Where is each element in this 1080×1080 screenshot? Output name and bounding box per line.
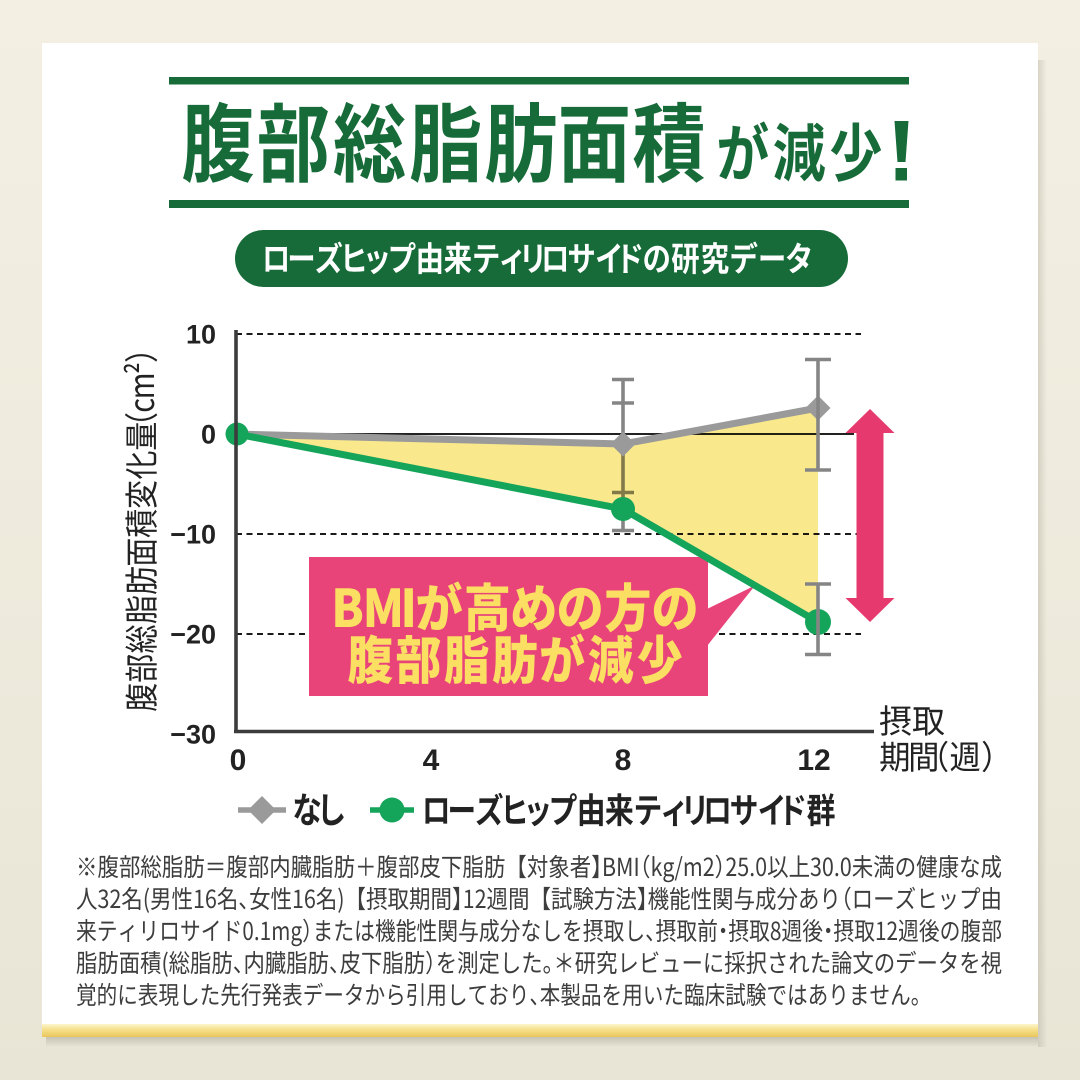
svg-text:0: 0	[201, 420, 216, 450]
svg-text:0: 0	[230, 744, 247, 777]
svg-text:10: 10	[186, 320, 216, 350]
svg-text:−20: −20	[170, 620, 216, 650]
svg-text:12: 12	[797, 744, 830, 777]
svg-text:−10: −10	[170, 520, 216, 550]
svg-text:8: 8	[615, 744, 632, 777]
svg-text:4: 4	[423, 744, 440, 777]
svg-text:−30: −30	[170, 720, 216, 750]
